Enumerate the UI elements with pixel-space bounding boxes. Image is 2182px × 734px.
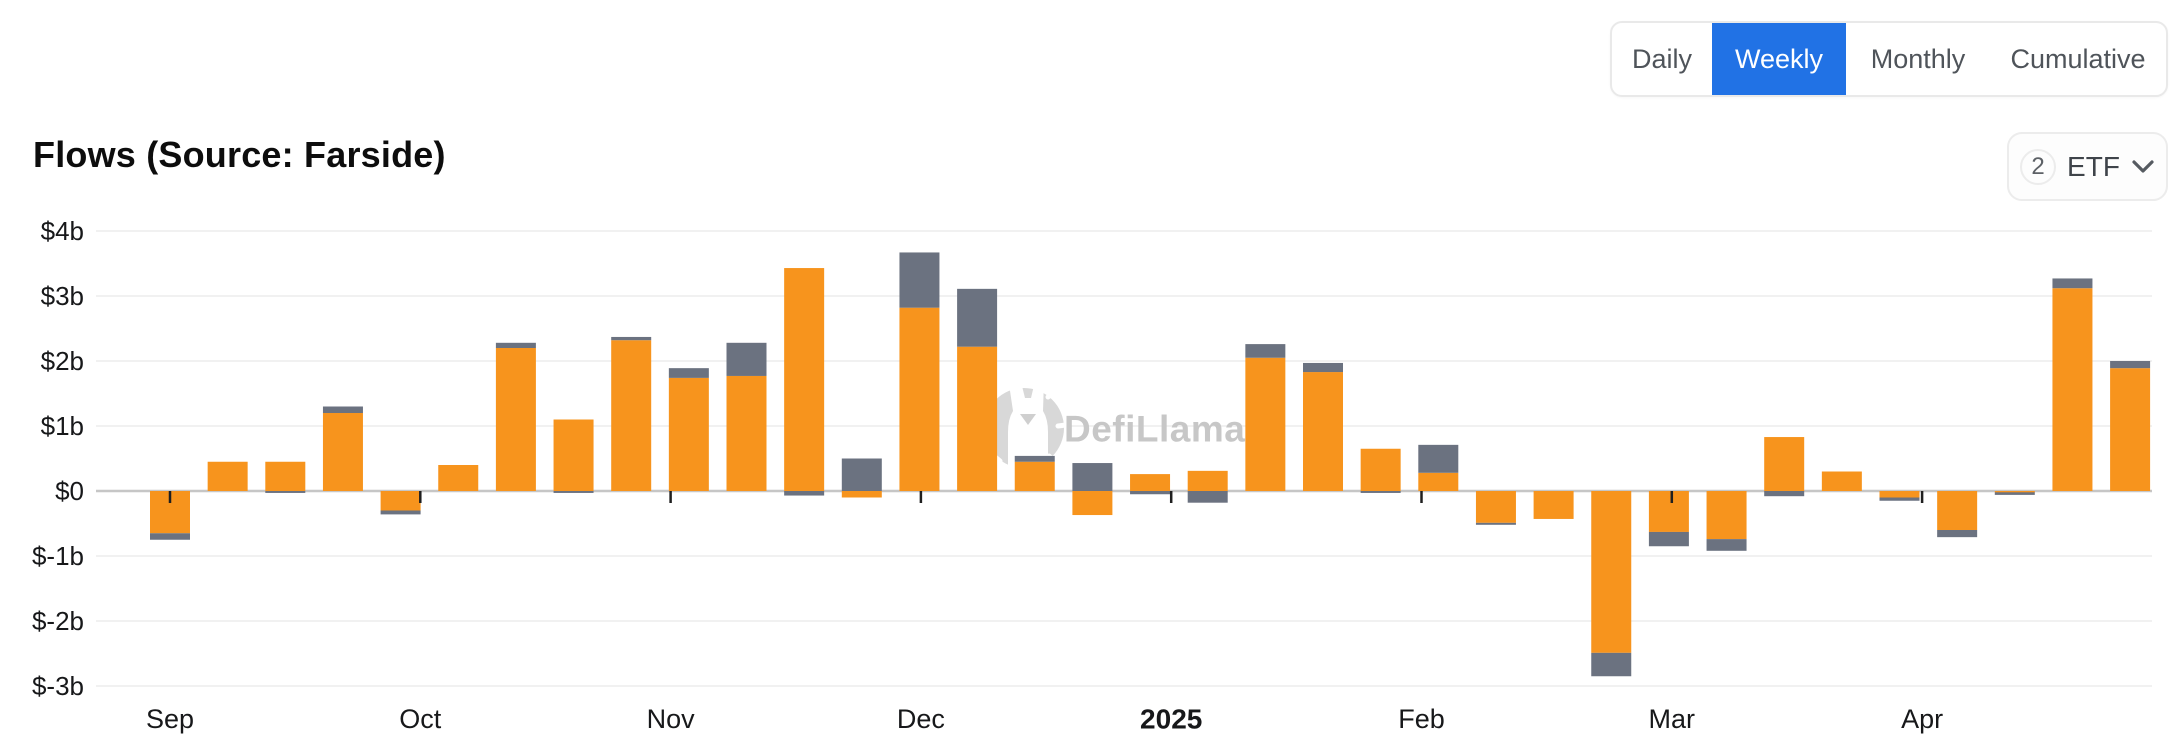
bar-gray-week-12[interactable] (784, 491, 825, 496)
tab-daily[interactable]: Daily (1612, 23, 1712, 95)
x-axis-label-Mar: Mar (1649, 704, 1696, 734)
bar-orange-week-3[interactable] (265, 461, 306, 491)
bar-orange-week-12[interactable] (784, 268, 825, 491)
bar-gray-week-7[interactable] (495, 342, 536, 348)
svg-text:DefiLlama: DefiLlama (1064, 409, 1245, 450)
y-axis-label-$-1b: $-1b (32, 541, 84, 571)
bar-gray-week-14[interactable] (899, 252, 940, 308)
bar-orange-week-29[interactable] (1764, 437, 1805, 491)
x-axis-label-2025: 2025 (1140, 704, 1202, 734)
tab-monthly[interactable]: Monthly (1846, 23, 1990, 95)
bar-orange-week-15[interactable] (957, 346, 998, 491)
bar-orange-week-26[interactable] (1591, 491, 1632, 653)
etf-selector-button[interactable]: 2 ETF (2007, 132, 2168, 201)
bar-gray-week-33[interactable] (1994, 492, 2035, 495)
bar-orange-week-28[interactable] (1706, 491, 1747, 540)
bar-orange-week-22[interactable] (1360, 448, 1401, 491)
y-axis-label-$-3b: $-3b (32, 671, 84, 701)
bar-orange-week-24[interactable] (1475, 491, 1516, 523)
bar-gray-week-13[interactable] (841, 458, 882, 492)
bar-gray-week-10[interactable] (668, 368, 709, 378)
bar-gray-week-31[interactable] (1879, 497, 1920, 501)
etf-count-badge: 2 (2020, 148, 2057, 185)
bar-orange-week-33[interactable] (1994, 491, 2035, 493)
y-axis-label-$-2b: $-2b (32, 606, 84, 636)
tab-weekly[interactable]: Weekly (1712, 23, 1846, 95)
bar-orange-week-34[interactable] (2052, 288, 2093, 491)
bar-gray-week-8[interactable] (553, 491, 594, 493)
y-axis-label-$2b: $2b (41, 346, 84, 376)
bar-gray-week-5[interactable] (380, 510, 421, 515)
bar-gray-week-29[interactable] (1764, 491, 1805, 497)
bar-gray-week-21[interactable] (1303, 362, 1343, 373)
bar-gray-week-27[interactable] (1648, 531, 1689, 547)
y-axis-label-$0: $0 (55, 476, 84, 506)
bar-gray-week-11[interactable] (726, 342, 767, 376)
bar-orange-week-13[interactable] (841, 491, 882, 498)
bar-orange-week-10[interactable] (668, 377, 709, 491)
bar-gray-week-23[interactable] (1418, 444, 1459, 473)
x-axis-label-Sep: Sep (146, 704, 194, 734)
bar-orange-week-4[interactable] (322, 413, 363, 491)
y-axis-label-$3b: $3b (41, 281, 84, 311)
bar-orange-week-35[interactable] (2110, 368, 2151, 491)
bar-gray-week-32[interactable] (1937, 530, 1978, 538)
bar-gray-week-24[interactable] (1475, 522, 1516, 525)
time-range-tabs: Daily Weekly Monthly Cumulative (1610, 21, 2168, 97)
bar-gray-week-4[interactable] (322, 406, 363, 414)
bar-orange-week-8[interactable] (553, 419, 594, 492)
bar-gray-week-3[interactable] (265, 491, 306, 493)
bar-orange-week-27[interactable] (1648, 491, 1689, 532)
bar-orange-week-14[interactable] (899, 307, 940, 491)
bar-gray-week-26[interactable] (1591, 652, 1632, 677)
chevron-down-icon (2132, 160, 2154, 173)
y-axis-label-$1b: $1b (41, 411, 84, 441)
bar-orange-week-17[interactable] (1072, 491, 1113, 516)
y-axis-label-$4b: $4b (41, 216, 84, 246)
bar-orange-week-7[interactable] (495, 348, 536, 491)
bar-gray-week-19[interactable] (1187, 491, 1228, 503)
bar-orange-week-9[interactable] (611, 340, 652, 491)
bar-orange-week-23[interactable] (1418, 472, 1459, 491)
x-axis-label-Feb: Feb (1398, 704, 1445, 734)
bar-gray-week-9[interactable] (611, 336, 652, 341)
bar-orange-week-32[interactable] (1937, 491, 1978, 530)
chart-title: Flows (Source: Farside) (33, 134, 446, 175)
x-axis-label-Dec: Dec (897, 704, 945, 734)
bar-gray-week-1[interactable] (150, 533, 190, 540)
bar-orange-week-31[interactable] (1879, 491, 1920, 498)
x-axis-label-Oct: Oct (399, 704, 442, 734)
bar-orange-week-18[interactable] (1130, 474, 1171, 491)
x-axis-label-Apr: Apr (1901, 704, 1943, 734)
bar-orange-week-2[interactable] (207, 461, 248, 491)
tab-cumulative[interactable]: Cumulative (1990, 23, 2166, 95)
bar-orange-week-11[interactable] (726, 375, 767, 491)
bar-orange-week-19[interactable] (1187, 470, 1228, 491)
defillama-watermark: DefiLlama (984, 376, 1245, 468)
bar-gray-week-15[interactable] (957, 288, 998, 347)
bar-gray-week-34[interactable] (2052, 278, 2093, 289)
bar-orange-week-25[interactable] (1533, 491, 1574, 519)
bar-gray-week-28[interactable] (1706, 539, 1747, 551)
bar-orange-week-30[interactable] (1821, 471, 1862, 492)
bar-gray-week-16[interactable] (1014, 455, 1055, 462)
x-axis-label-Nov: Nov (647, 704, 696, 734)
bar-orange-week-5[interactable] (380, 491, 421, 511)
bar-gray-week-20[interactable] (1245, 344, 1286, 358)
etf-selector-label: ETF (2067, 150, 2120, 182)
bar-gray-week-18[interactable] (1130, 491, 1171, 495)
bar-orange-week-6[interactable] (438, 465, 479, 491)
bar-orange-week-21[interactable] (1303, 372, 1343, 491)
bar-orange-week-16[interactable] (1014, 461, 1055, 491)
bar-gray-week-22[interactable] (1360, 491, 1401, 493)
bar-gray-week-35[interactable] (2110, 361, 2151, 369)
bar-gray-week-17[interactable] (1072, 463, 1113, 491)
bar-orange-week-20[interactable] (1245, 357, 1286, 491)
